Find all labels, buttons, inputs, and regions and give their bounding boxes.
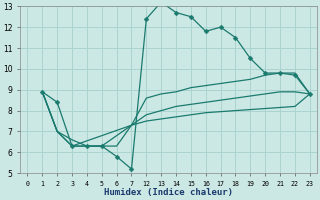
X-axis label: Humidex (Indice chaleur): Humidex (Indice chaleur) (104, 188, 233, 197)
